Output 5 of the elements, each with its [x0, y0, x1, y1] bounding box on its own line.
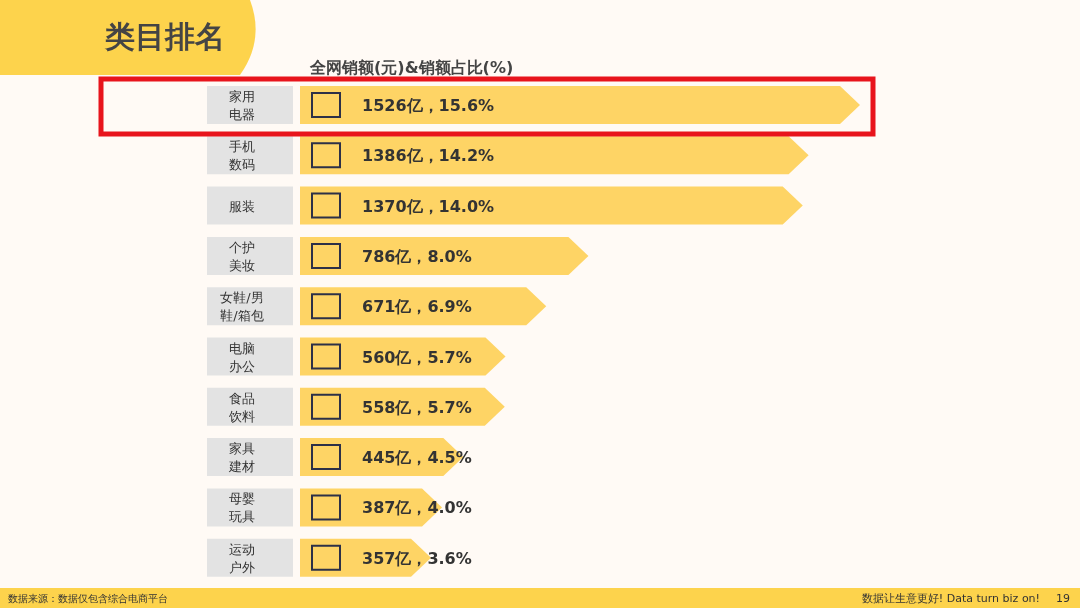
title: 类目排名	[105, 19, 225, 54]
annotation: 数据来源：数据仅包含综合电商平台	[8, 593, 168, 604]
annotation: 数据让生意更好! Data turn biz on!	[861, 592, 1040, 605]
xlabel: 全网销额(元)&销额占比(%)	[310, 58, 514, 77]
annotation: 19	[1056, 592, 1070, 605]
